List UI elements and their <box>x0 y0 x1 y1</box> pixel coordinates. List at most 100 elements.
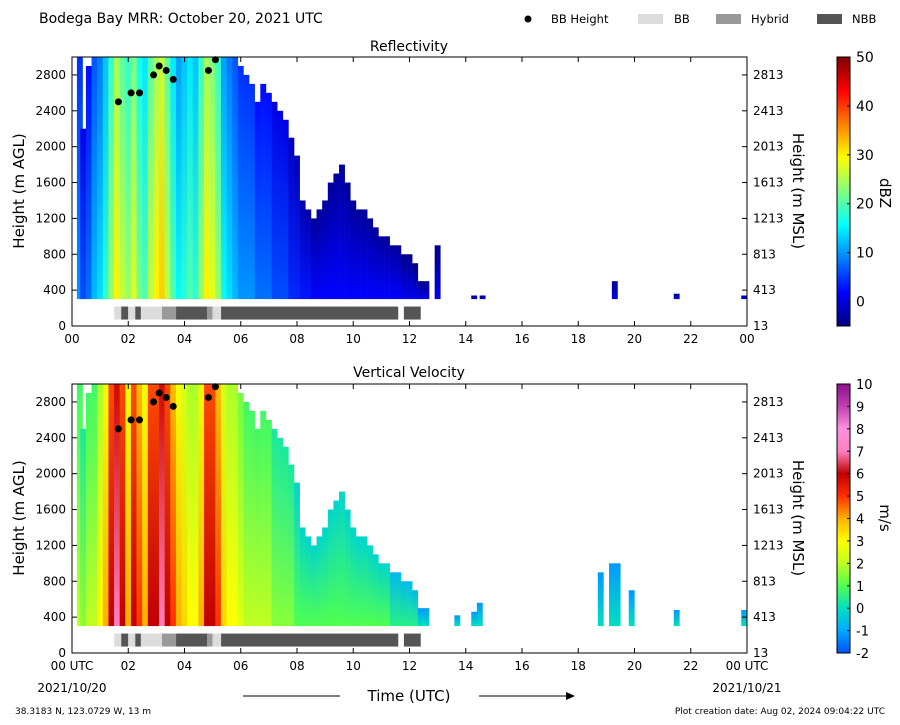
data-column <box>367 218 374 300</box>
data-column <box>288 137 295 300</box>
bb-type-segment <box>162 633 177 647</box>
bb-height-point <box>127 416 135 424</box>
data-column <box>125 384 132 627</box>
data-column <box>400 581 407 627</box>
data-column <box>209 57 216 300</box>
data-column <box>350 527 357 627</box>
data-column <box>597 572 604 627</box>
data-column <box>614 563 621 627</box>
y-tick-label-right: 1213 <box>753 211 784 225</box>
y-tick-label: 800 <box>43 247 66 261</box>
reflectivity-ylabel-right: Height (m MSL) <box>789 133 807 249</box>
y-tick-label-right: 2813 <box>753 68 784 82</box>
bb-height-point <box>204 393 212 401</box>
bb-height-point <box>155 62 163 70</box>
colorbar-gradient <box>836 56 851 327</box>
data-column <box>130 57 137 300</box>
data-column <box>322 200 329 300</box>
data-column <box>170 57 177 300</box>
data-column <box>175 384 182 627</box>
y-tick-label: 800 <box>43 574 66 588</box>
data-column <box>294 155 300 300</box>
data-column <box>249 410 255 627</box>
colorbar-tick-label: 2 <box>856 557 864 572</box>
data-column <box>226 384 233 627</box>
reflectivity-colorbar-label: dBZ <box>876 178 894 208</box>
data-column <box>232 384 239 627</box>
colorbar-tick-label: 10 <box>856 246 874 262</box>
bb-type-segment <box>212 633 222 647</box>
data-column <box>476 602 483 627</box>
reflectivity-title: Reflectivity <box>370 39 448 55</box>
colorbar-tick-label: 1 <box>856 580 864 595</box>
heatmap-cells <box>76 57 747 320</box>
x-tick-label: 06 <box>233 659 248 673</box>
data-column <box>417 281 424 300</box>
colorbar-tick-label: 40 <box>856 99 874 115</box>
y-tick-label-right: 2013 <box>753 140 784 154</box>
data-column <box>114 384 120 627</box>
data-column <box>361 536 368 627</box>
data-column <box>130 384 137 627</box>
x-tick-label: 00 <box>739 332 754 346</box>
y-tick-label: 2400 <box>35 431 66 445</box>
data-column <box>344 182 351 300</box>
data-column <box>423 281 430 300</box>
data-column <box>254 428 261 627</box>
x-tick-label: 04 <box>177 659 192 673</box>
figure-title: Bodega Bay MRR: October 20, 2021 UTC <box>39 11 323 27</box>
colorbar-tick-label: 50 <box>856 50 874 66</box>
data-column <box>395 245 402 300</box>
data-column <box>277 437 284 627</box>
y-tick-label: 2400 <box>35 104 66 118</box>
data-column <box>220 57 227 300</box>
x-tick-label: 06 <box>233 332 248 346</box>
data-column <box>372 554 379 627</box>
y-tick-label-right: 1613 <box>753 503 784 517</box>
data-column <box>310 218 317 300</box>
data-column <box>288 464 295 627</box>
bb-type-segment <box>135 306 141 320</box>
data-column <box>108 384 115 627</box>
y-tick-label-right: 413 <box>753 283 776 297</box>
data-column <box>159 384 165 627</box>
colorbar-tick-label: 6 <box>856 468 864 483</box>
y-tick-label: 400 <box>43 283 66 297</box>
data-column <box>220 384 227 627</box>
data-column <box>406 254 413 300</box>
data-column <box>479 295 486 300</box>
y-tick-label-right: 813 <box>753 574 776 588</box>
y-tick-label: 2800 <box>35 395 66 409</box>
colorbar-tick-label: 5 <box>856 490 864 505</box>
bb-height-point <box>211 383 219 391</box>
data-column <box>372 227 379 300</box>
data-column <box>471 295 478 300</box>
bb-type-segment <box>140 633 162 647</box>
data-column <box>237 65 244 300</box>
x-tick-label: 12 <box>402 332 417 346</box>
velocity-colorbar-label: m/s <box>876 504 894 532</box>
data-column <box>417 608 424 627</box>
data-column <box>271 428 278 627</box>
bb-height-point <box>169 402 177 410</box>
y-tick-label-right: 813 <box>753 247 776 261</box>
bb-height-point <box>162 393 170 401</box>
velocity-ylabel-right: Height (m MSL) <box>789 460 807 576</box>
y-tick-label-right: 13 <box>753 646 768 660</box>
data-column <box>322 527 329 627</box>
data-column <box>76 384 83 627</box>
bb-height-point <box>169 75 177 83</box>
data-column <box>327 509 334 627</box>
y-tick-label-right: 13 <box>753 319 768 333</box>
data-column <box>628 590 635 627</box>
data-column <box>316 209 323 300</box>
data-column <box>153 57 160 300</box>
data-column <box>76 57 83 300</box>
legend-hybrid-label: Hybrid <box>751 12 789 26</box>
bb-height-point <box>150 71 158 79</box>
data-column <box>412 263 419 300</box>
y-tick-label: 1200 <box>35 538 66 552</box>
bb-type-segment <box>114 306 122 320</box>
data-column <box>310 545 317 627</box>
